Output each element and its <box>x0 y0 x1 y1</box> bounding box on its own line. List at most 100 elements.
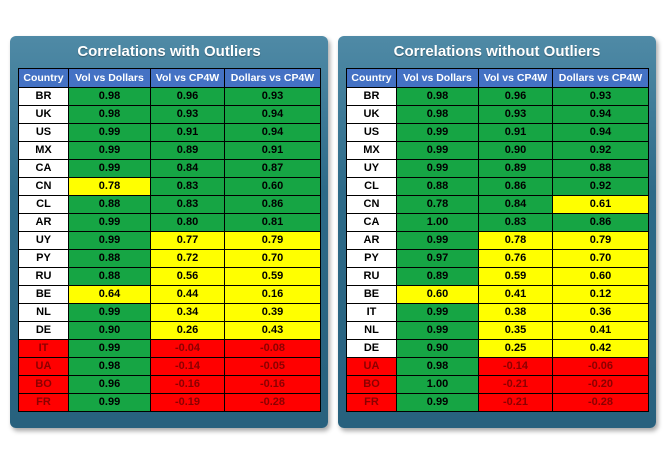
cell-vol-vs-cp4w: 0.83 <box>478 213 553 232</box>
cell-country: RU <box>346 267 397 286</box>
cell-dollars-vs-cp4w: 0.39 <box>224 303 321 322</box>
cell-dollars-vs-cp4w: 0.94 <box>224 123 321 142</box>
table-row: FR 0.99 -0.21 -0.28 <box>346 393 649 412</box>
cell-vol-vs-cp4w: 0.96 <box>150 87 225 106</box>
cell-vol-vs-dollars: 0.99 <box>396 159 479 178</box>
table-row: CL 0.88 0.86 0.92 <box>346 177 649 196</box>
header-row: Country Vol vs Dollars Vol vs CP4W Dolla… <box>18 68 321 88</box>
cell-country: NL <box>18 303 69 322</box>
cell-vol-vs-dollars: 0.98 <box>396 357 479 376</box>
cell-country: CA <box>346 213 397 232</box>
header-country: Country <box>346 68 397 88</box>
table-row: CN 0.78 0.83 0.60 <box>18 177 321 196</box>
cell-vol-vs-cp4w: 0.89 <box>478 159 553 178</box>
cell-vol-vs-dollars: 0.89 <box>396 267 479 286</box>
cell-country: UY <box>18 231 69 250</box>
cell-vol-vs-cp4w: -0.14 <box>478 357 553 376</box>
cell-dollars-vs-cp4w: 0.43 <box>224 321 321 340</box>
cell-dollars-vs-cp4w: 0.59 <box>224 267 321 286</box>
cell-dollars-vs-cp4w: 0.87 <box>224 159 321 178</box>
cell-country: US <box>346 123 397 142</box>
cell-vol-vs-dollars: 0.99 <box>396 141 479 160</box>
table-row: CA 0.99 0.84 0.87 <box>18 159 321 178</box>
cell-vol-vs-dollars: 0.88 <box>68 249 151 268</box>
cell-vol-vs-dollars: 0.90 <box>396 339 479 358</box>
cell-vol-vs-cp4w: 0.84 <box>150 159 225 178</box>
cell-dollars-vs-cp4w: 0.70 <box>552 249 649 268</box>
cell-vol-vs-dollars: 0.99 <box>396 231 479 250</box>
cell-vol-vs-cp4w: 0.56 <box>150 267 225 286</box>
cell-vol-vs-dollars: 0.98 <box>68 87 151 106</box>
table-row: UY 0.99 0.89 0.88 <box>346 159 649 178</box>
header-vol-vs-dollars: Vol vs Dollars <box>68 68 151 88</box>
table-row: RU 0.89 0.59 0.60 <box>346 267 649 286</box>
cell-vol-vs-dollars: 0.99 <box>396 123 479 142</box>
cell-country: CL <box>18 195 69 214</box>
cell-vol-vs-dollars: 0.99 <box>68 393 151 412</box>
cell-vol-vs-dollars: 0.99 <box>396 393 479 412</box>
cell-country: AR <box>18 213 69 232</box>
cell-country: PY <box>18 249 69 268</box>
cell-dollars-vs-cp4w: 0.70 <box>224 249 321 268</box>
table-row: AR 0.99 0.80 0.81 <box>18 213 321 232</box>
cell-vol-vs-dollars: 0.88 <box>68 267 151 286</box>
table-row: CA 1.00 0.83 0.86 <box>346 213 649 232</box>
cell-dollars-vs-cp4w: 0.60 <box>552 267 649 286</box>
cell-dollars-vs-cp4w: 0.94 <box>552 105 649 124</box>
table-row: IT 0.99 0.38 0.36 <box>346 303 649 322</box>
table-row: FR 0.99 -0.19 -0.28 <box>18 393 321 412</box>
cell-dollars-vs-cp4w: 0.79 <box>224 231 321 250</box>
cell-country: UA <box>346 357 397 376</box>
cell-country: IT <box>346 303 397 322</box>
cell-dollars-vs-cp4w: -0.08 <box>224 339 321 358</box>
cell-country: CN <box>18 177 69 196</box>
cell-vol-vs-cp4w: 0.84 <box>478 195 553 214</box>
table-row: BR 0.98 0.96 0.93 <box>18 87 321 106</box>
table-row: CL 0.88 0.83 0.86 <box>18 195 321 214</box>
cell-vol-vs-dollars: 0.99 <box>396 321 479 340</box>
cell-country: CL <box>346 177 397 196</box>
table-row: UK 0.98 0.93 0.94 <box>18 105 321 124</box>
cell-country: BR <box>346 87 397 106</box>
correlation-table: Country Vol vs Dollars Vol vs CP4W Dolla… <box>18 68 321 412</box>
cell-vol-vs-cp4w: 0.41 <box>478 285 553 304</box>
cell-country: FR <box>18 393 69 412</box>
header-dollars-vs-cp4w: Dollars vs CP4W <box>224 68 321 88</box>
panel-without-outliers: Correlations without Outliers Country Vo… <box>338 36 656 428</box>
cell-vol-vs-dollars: 0.78 <box>68 177 151 196</box>
table-row: PY 0.88 0.72 0.70 <box>18 249 321 268</box>
cell-vol-vs-cp4w: 0.78 <box>478 231 553 250</box>
header-vol-vs-cp4w: Vol vs CP4W <box>150 68 225 88</box>
cell-vol-vs-cp4w: 0.83 <box>150 195 225 214</box>
table-row: RU 0.88 0.56 0.59 <box>18 267 321 286</box>
cell-country: FR <box>346 393 397 412</box>
cell-dollars-vs-cp4w: 0.42 <box>552 339 649 358</box>
cell-country: DE <box>346 339 397 358</box>
header-vol-vs-cp4w: Vol vs CP4W <box>478 68 553 88</box>
cell-vol-vs-dollars: 0.98 <box>68 357 151 376</box>
cell-country: BO <box>346 375 397 394</box>
cell-country: PY <box>346 249 397 268</box>
cell-vol-vs-dollars: 1.00 <box>396 213 479 232</box>
table-row: BE 0.60 0.41 0.12 <box>346 285 649 304</box>
table-row: UK 0.98 0.93 0.94 <box>346 105 649 124</box>
cell-country: DE <box>18 321 69 340</box>
cell-dollars-vs-cp4w: 0.92 <box>552 177 649 196</box>
cell-vol-vs-cp4w: 0.91 <box>478 123 553 142</box>
table-row: US 0.99 0.91 0.94 <box>346 123 649 142</box>
table-row: UA 0.98 -0.14 -0.06 <box>346 357 649 376</box>
cell-dollars-vs-cp4w: 0.61 <box>552 195 649 214</box>
cell-vol-vs-dollars: 0.88 <box>396 177 479 196</box>
table-row: NL 0.99 0.35 0.41 <box>346 321 649 340</box>
cell-country: UK <box>18 105 69 124</box>
cell-dollars-vs-cp4w: 0.94 <box>552 123 649 142</box>
cell-country: UY <box>346 159 397 178</box>
cell-dollars-vs-cp4w: 0.94 <box>224 105 321 124</box>
table-row: CN 0.78 0.84 0.61 <box>346 195 649 214</box>
cell-vol-vs-cp4w: -0.21 <box>478 375 553 394</box>
cell-country: CA <box>18 159 69 178</box>
cell-country: CN <box>346 195 397 214</box>
panel-title: Correlations with Outliers <box>77 43 261 60</box>
cell-vol-vs-dollars: 0.99 <box>396 303 479 322</box>
cell-vol-vs-dollars: 0.88 <box>68 195 151 214</box>
